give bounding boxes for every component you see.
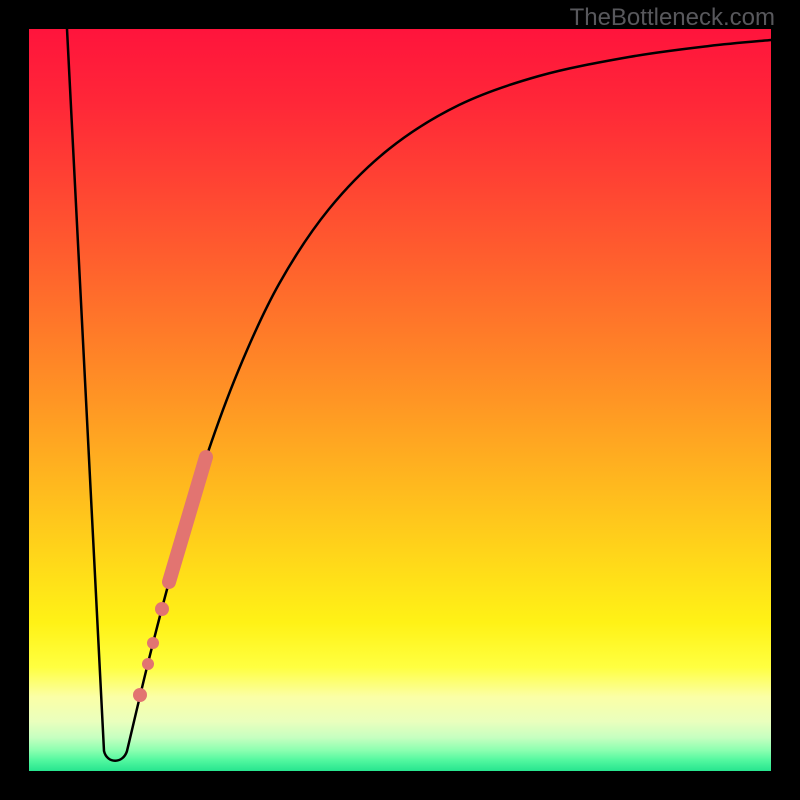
highlight-dot bbox=[133, 688, 147, 702]
bottleneck-curve bbox=[67, 29, 771, 761]
highlight-dot bbox=[142, 658, 154, 670]
highlight-dot bbox=[155, 602, 169, 616]
curve-overlay bbox=[0, 0, 800, 800]
chart-container: TheBottleneck.com bbox=[0, 0, 800, 800]
highlight-bar bbox=[169, 457, 206, 582]
highlight-dot bbox=[147, 637, 159, 649]
